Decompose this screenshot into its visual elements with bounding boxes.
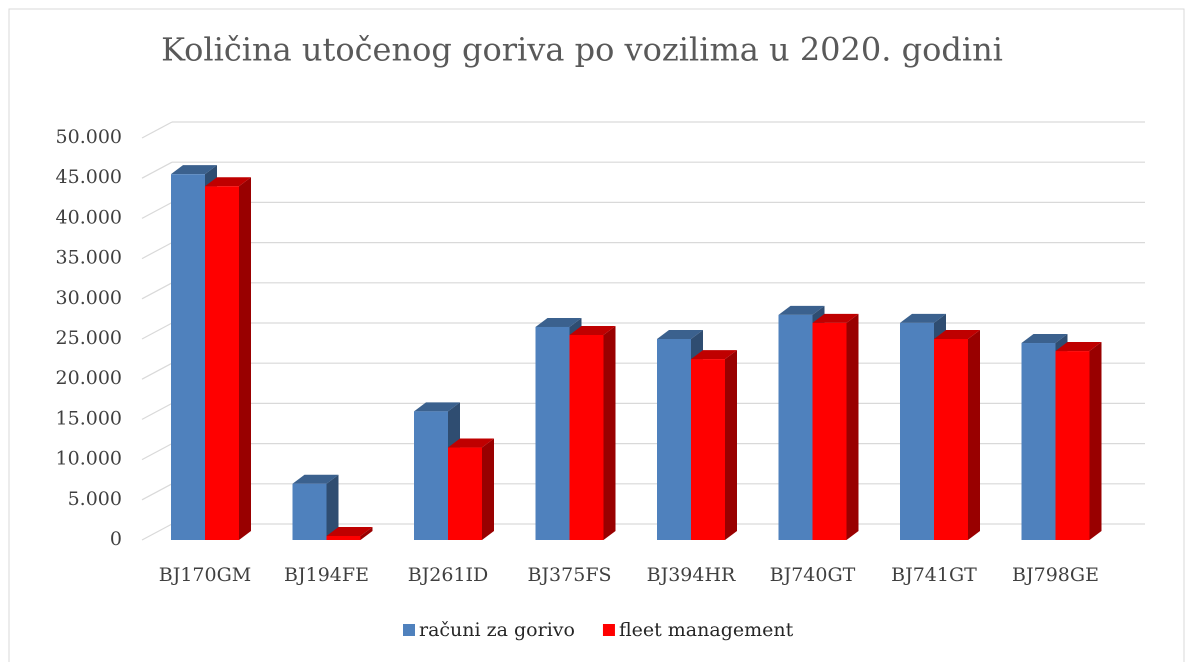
bar-side bbox=[360, 526, 373, 540]
bar-side bbox=[482, 438, 494, 540]
grid-line-side bbox=[141, 523, 173, 541]
grid-line-side bbox=[141, 161, 173, 179]
x-tick-label: BJ375FS bbox=[527, 564, 611, 586]
y-tick-label: 5.000 bbox=[68, 488, 122, 510]
y-tick-label: 50.000 bbox=[56, 126, 122, 148]
grid-line-side bbox=[141, 242, 173, 260]
y-tick-label: 30.000 bbox=[56, 287, 122, 309]
legend-label: fleet management bbox=[619, 619, 794, 641]
bar-side bbox=[326, 474, 339, 540]
x-tick-label: BJ194FE bbox=[284, 564, 369, 586]
bar-top bbox=[900, 313, 946, 323]
legend-swatch bbox=[602, 624, 615, 636]
bar bbox=[778, 314, 813, 540]
y-tick-label: 45.000 bbox=[56, 166, 122, 188]
bar bbox=[657, 339, 691, 540]
bar bbox=[326, 535, 361, 540]
bar bbox=[205, 186, 239, 541]
y-tick-label: 15.000 bbox=[56, 407, 122, 429]
x-tick-label: BJ741GT bbox=[891, 564, 977, 586]
bar bbox=[569, 334, 604, 540]
bar bbox=[934, 339, 968, 540]
legend-swatch bbox=[403, 624, 415, 636]
grid-line-side bbox=[141, 483, 173, 501]
x-tick-label: BJ740GT bbox=[770, 564, 856, 586]
bar-side bbox=[968, 330, 980, 540]
grid-line-side bbox=[141, 282, 173, 300]
bar bbox=[1055, 351, 1090, 540]
x-tick-label: BJ261ID bbox=[408, 564, 489, 586]
bar-top bbox=[205, 177, 251, 187]
bar-top bbox=[292, 474, 339, 484]
x-tick-label: BJ394HR bbox=[647, 564, 736, 586]
bar-side bbox=[1089, 342, 1102, 540]
bar-top bbox=[934, 330, 980, 339]
bar-top bbox=[569, 325, 616, 335]
bar-side bbox=[603, 325, 616, 540]
y-tick-label: 10.000 bbox=[56, 448, 122, 470]
bar-top bbox=[535, 317, 582, 327]
y-tick-label: 40.000 bbox=[56, 206, 122, 228]
y-tick-label: 25.000 bbox=[56, 327, 122, 349]
bar-top bbox=[448, 438, 494, 448]
bar-side bbox=[846, 313, 859, 540]
bar-top bbox=[1055, 342, 1102, 352]
bar-top bbox=[812, 313, 859, 323]
y-tick-label: 35.000 bbox=[56, 247, 122, 269]
y-tick-label: 20.000 bbox=[56, 367, 122, 389]
bar bbox=[414, 411, 448, 540]
bar-top bbox=[657, 330, 703, 339]
y-tick-label: 0 bbox=[110, 528, 122, 550]
chart-title: Količina utočenog goriva po vozilima u 2… bbox=[161, 31, 1003, 69]
grid-line-side bbox=[141, 402, 173, 420]
bar bbox=[292, 483, 327, 540]
grid-line-side bbox=[141, 121, 173, 139]
x-tick-label: BJ798GE bbox=[1012, 564, 1099, 586]
bar bbox=[171, 174, 205, 540]
grid-line-side bbox=[141, 443, 173, 461]
bar-side bbox=[725, 350, 737, 540]
bar bbox=[448, 447, 482, 540]
legend-label: računi za gorivo bbox=[419, 619, 575, 641]
grid-line-side bbox=[141, 322, 173, 340]
x-tick-label: BJ170GM bbox=[159, 564, 251, 586]
bar-top bbox=[1021, 334, 1068, 344]
bar-top bbox=[414, 402, 460, 412]
bar bbox=[535, 326, 570, 540]
bar-top bbox=[326, 526, 373, 536]
bar bbox=[900, 322, 934, 540]
bar bbox=[691, 359, 725, 540]
grid-line-side bbox=[141, 362, 173, 380]
grid-line-side bbox=[141, 201, 173, 219]
bar bbox=[1021, 343, 1056, 540]
bar bbox=[812, 322, 847, 540]
bar-top bbox=[778, 305, 825, 315]
bar-top bbox=[691, 350, 737, 360]
bar-top bbox=[171, 165, 217, 175]
bar-side bbox=[239, 177, 251, 541]
